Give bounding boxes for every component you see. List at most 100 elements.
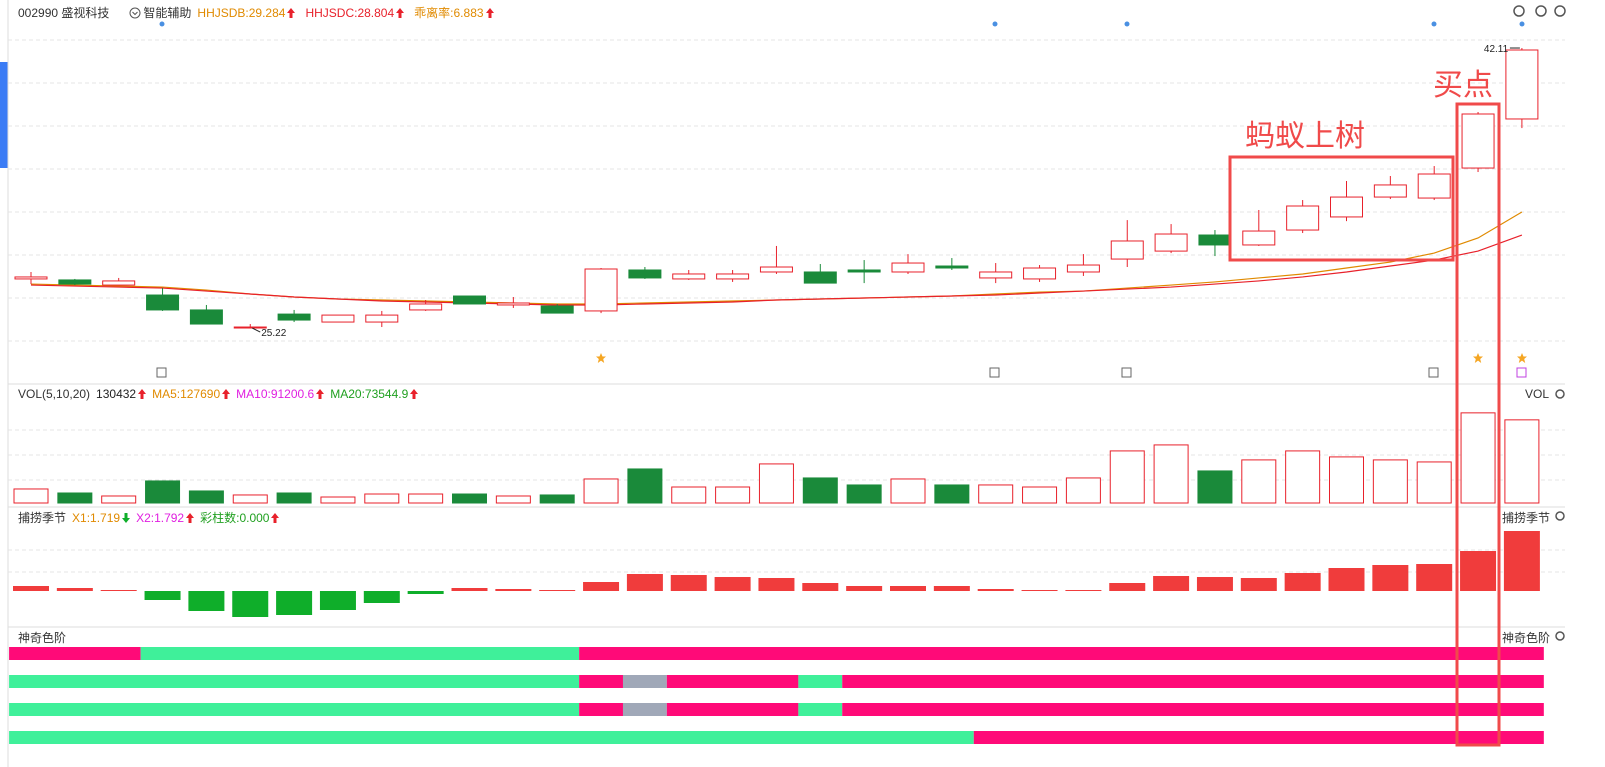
legend-item: 乖离率:6.883 — [414, 4, 494, 21]
legend-item: X2:1.792 — [136, 511, 195, 525]
header-items: HHJSDB:29.284 HHJSDC:28.804 乖离率:6.883 — [197, 4, 494, 21]
volume-bar — [1504, 419, 1540, 504]
color-band — [798, 675, 843, 688]
volume-bar — [232, 494, 268, 504]
side-tab[interactable] — [0, 62, 8, 168]
volume-bar — [320, 496, 356, 504]
candle-body — [803, 271, 837, 284]
legend-text: VOL(5,10,20) — [18, 387, 91, 401]
candle-body — [891, 262, 925, 273]
volume-bar — [1109, 450, 1145, 504]
legend-item: X1:1.719 — [72, 511, 131, 525]
color-band — [9, 703, 580, 716]
volume-bar — [1065, 477, 1101, 504]
candle-body — [1023, 267, 1057, 280]
candle-body — [716, 273, 750, 280]
volume-bar — [1153, 444, 1189, 504]
legend-item: MA10:91200.6 — [236, 387, 325, 401]
legend-item: 彩柱数:0.000 — [200, 509, 280, 526]
vol-right-title: VOL — [1525, 387, 1550, 401]
osc-bar — [1109, 583, 1146, 591]
candle-body — [672, 273, 706, 280]
osc-bar — [539, 590, 576, 591]
osc-bar — [13, 586, 49, 591]
candle-body — [277, 313, 311, 321]
legend-item: HHJSDC:28.804 — [305, 6, 405, 20]
volume-bar — [1416, 461, 1452, 504]
color-band — [579, 675, 623, 688]
candle-body — [102, 280, 136, 286]
band-legend: 神奇色阶 — [18, 629, 66, 646]
volume-bar — [495, 495, 531, 504]
candle-body — [1461, 113, 1495, 169]
legend-item: 神奇色阶 — [18, 629, 66, 646]
candle-body — [847, 269, 881, 273]
candle-body — [365, 314, 399, 323]
osc-right-title: 捕捞季节 — [1502, 511, 1551, 525]
legend-text: 130432 — [96, 387, 137, 401]
candle-body — [1417, 173, 1451, 199]
toolbar-icons[interactable] — [1513, 5, 1566, 641]
osc-bar — [1284, 573, 1321, 591]
color-band — [842, 675, 1544, 688]
candle-body — [1198, 234, 1232, 246]
candle-body — [1066, 264, 1100, 273]
volume-bar — [1285, 450, 1321, 504]
candle-body — [1373, 184, 1407, 198]
pattern-box — [1228, 155, 1455, 262]
pattern-label: 蚂蚁上树 — [1245, 120, 1365, 153]
osc-bar — [188, 591, 225, 611]
color-band — [579, 703, 623, 716]
candle-body — [233, 326, 267, 329]
candle-body — [189, 309, 223, 325]
candle-body — [14, 276, 48, 280]
candle-body — [146, 294, 180, 311]
osc-bar — [495, 589, 532, 591]
candle-body — [584, 268, 618, 312]
color-band — [9, 731, 974, 744]
osc-bar — [407, 591, 444, 594]
osc-bar — [626, 574, 663, 591]
volume-bar — [583, 478, 619, 504]
candle-body — [540, 305, 574, 314]
star-icons — [596, 353, 1527, 363]
osc-bar — [56, 588, 93, 591]
volume-bar — [364, 493, 400, 504]
volume-bar — [1241, 459, 1277, 504]
assist-label: 智能辅助 — [143, 6, 192, 20]
band-right-title: 神奇色阶 — [1502, 631, 1551, 645]
osc-bar — [583, 582, 620, 591]
volume-bar — [452, 493, 487, 504]
osc-bar — [714, 577, 751, 591]
assist[interactable]: 智能辅助 — [129, 4, 191, 21]
osc-bar — [451, 588, 488, 591]
color-band — [973, 731, 1544, 744]
volume-bar — [846, 484, 882, 504]
volume-bar — [802, 477, 838, 504]
buy-box — [1455, 102, 1501, 747]
volume-bar — [934, 484, 970, 504]
candle-body — [628, 269, 662, 279]
color-band — [579, 647, 1544, 660]
low-label: 25.22 — [261, 328, 286, 339]
osc-bar — [1503, 531, 1540, 591]
color-band — [622, 675, 667, 688]
osc-bar — [1328, 568, 1365, 591]
osc-legend: 捕捞季节 X1:1.719 X2:1.792 彩柱数:0.000 — [18, 509, 280, 526]
buy-label: 买点 — [1433, 69, 1493, 102]
candle-body — [1242, 230, 1276, 246]
color-band — [9, 647, 141, 660]
volume-bar — [1372, 459, 1408, 504]
candle-body — [935, 265, 969, 269]
volume-bar — [101, 495, 137, 504]
osc-bar — [1416, 564, 1453, 591]
osc-bar — [670, 575, 707, 591]
color-band — [9, 675, 580, 688]
osc-bar — [1021, 590, 1058, 591]
legend-text: 神奇色阶 — [18, 631, 67, 645]
candle-body — [453, 295, 486, 305]
legend-text: 彩柱数:0.000 — [200, 511, 270, 525]
volume-bar — [758, 463, 794, 504]
volume-bar — [145, 480, 181, 504]
